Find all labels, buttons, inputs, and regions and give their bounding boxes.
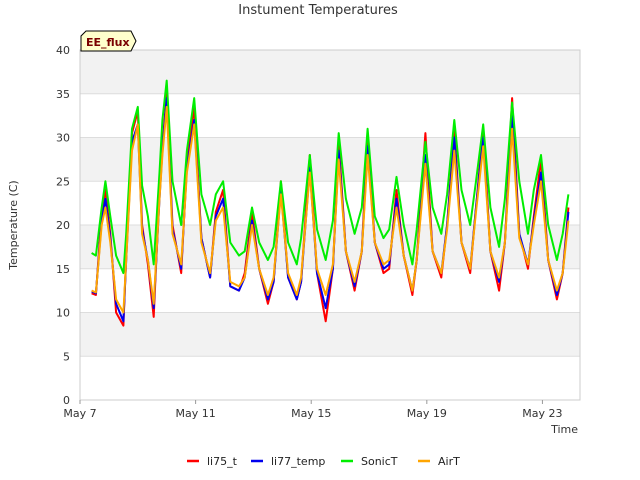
legend-item: AirT [418,455,460,468]
legend-label: li77_temp [271,455,325,468]
badge-label: EE_flux [86,36,130,49]
x-tick-label: May 15 [291,407,331,420]
legend-label: SonicT [361,455,398,468]
legend-item: li77_temp [251,455,325,468]
y-tick-label: 20 [56,219,70,232]
legend-label: AirT [438,455,460,468]
legend-label: li75_t [207,455,238,468]
series-lines [91,79,570,327]
series-line-airt [91,105,570,314]
legend: li75_t li77_temp SonicT AirT [187,455,460,468]
band [80,50,580,94]
series-line-sonict [91,79,570,275]
band [80,93,580,138]
y-tick-label: 35 [56,88,70,101]
plot-frame [79,49,581,401]
chart-title: Instument Temperatures [238,3,398,18]
y-axis: 0 5 10 15 20 25 30 35 40 [56,44,70,407]
legend-item: SonicT [341,455,398,468]
x-axis: May 7 May 11 May 15 May 19 May 23 [63,400,563,420]
band [80,356,580,400]
y-tick-label: 10 [56,307,70,320]
y-axis-label: Temperature (C) [7,180,20,270]
band [80,137,580,182]
legend-item: li75_t [187,455,238,468]
y-tick-label: 0 [63,394,70,407]
y-tick-label: 5 [63,350,70,363]
flux-badge: EE_flux [80,30,137,52]
y-tick-label: 15 [56,263,70,276]
x-tick-label: May 7 [63,407,96,420]
band [80,312,580,357]
x-tick-label: May 23 [522,407,562,420]
band [80,181,580,225]
y-tick-label: 30 [56,132,70,145]
y-tick-label: 25 [56,175,70,188]
x-tick-label: May 19 [407,407,447,420]
x-axis-label: Time [550,423,578,436]
y-tick-label: 40 [56,44,70,57]
x-tick-label: May 11 [175,407,215,420]
